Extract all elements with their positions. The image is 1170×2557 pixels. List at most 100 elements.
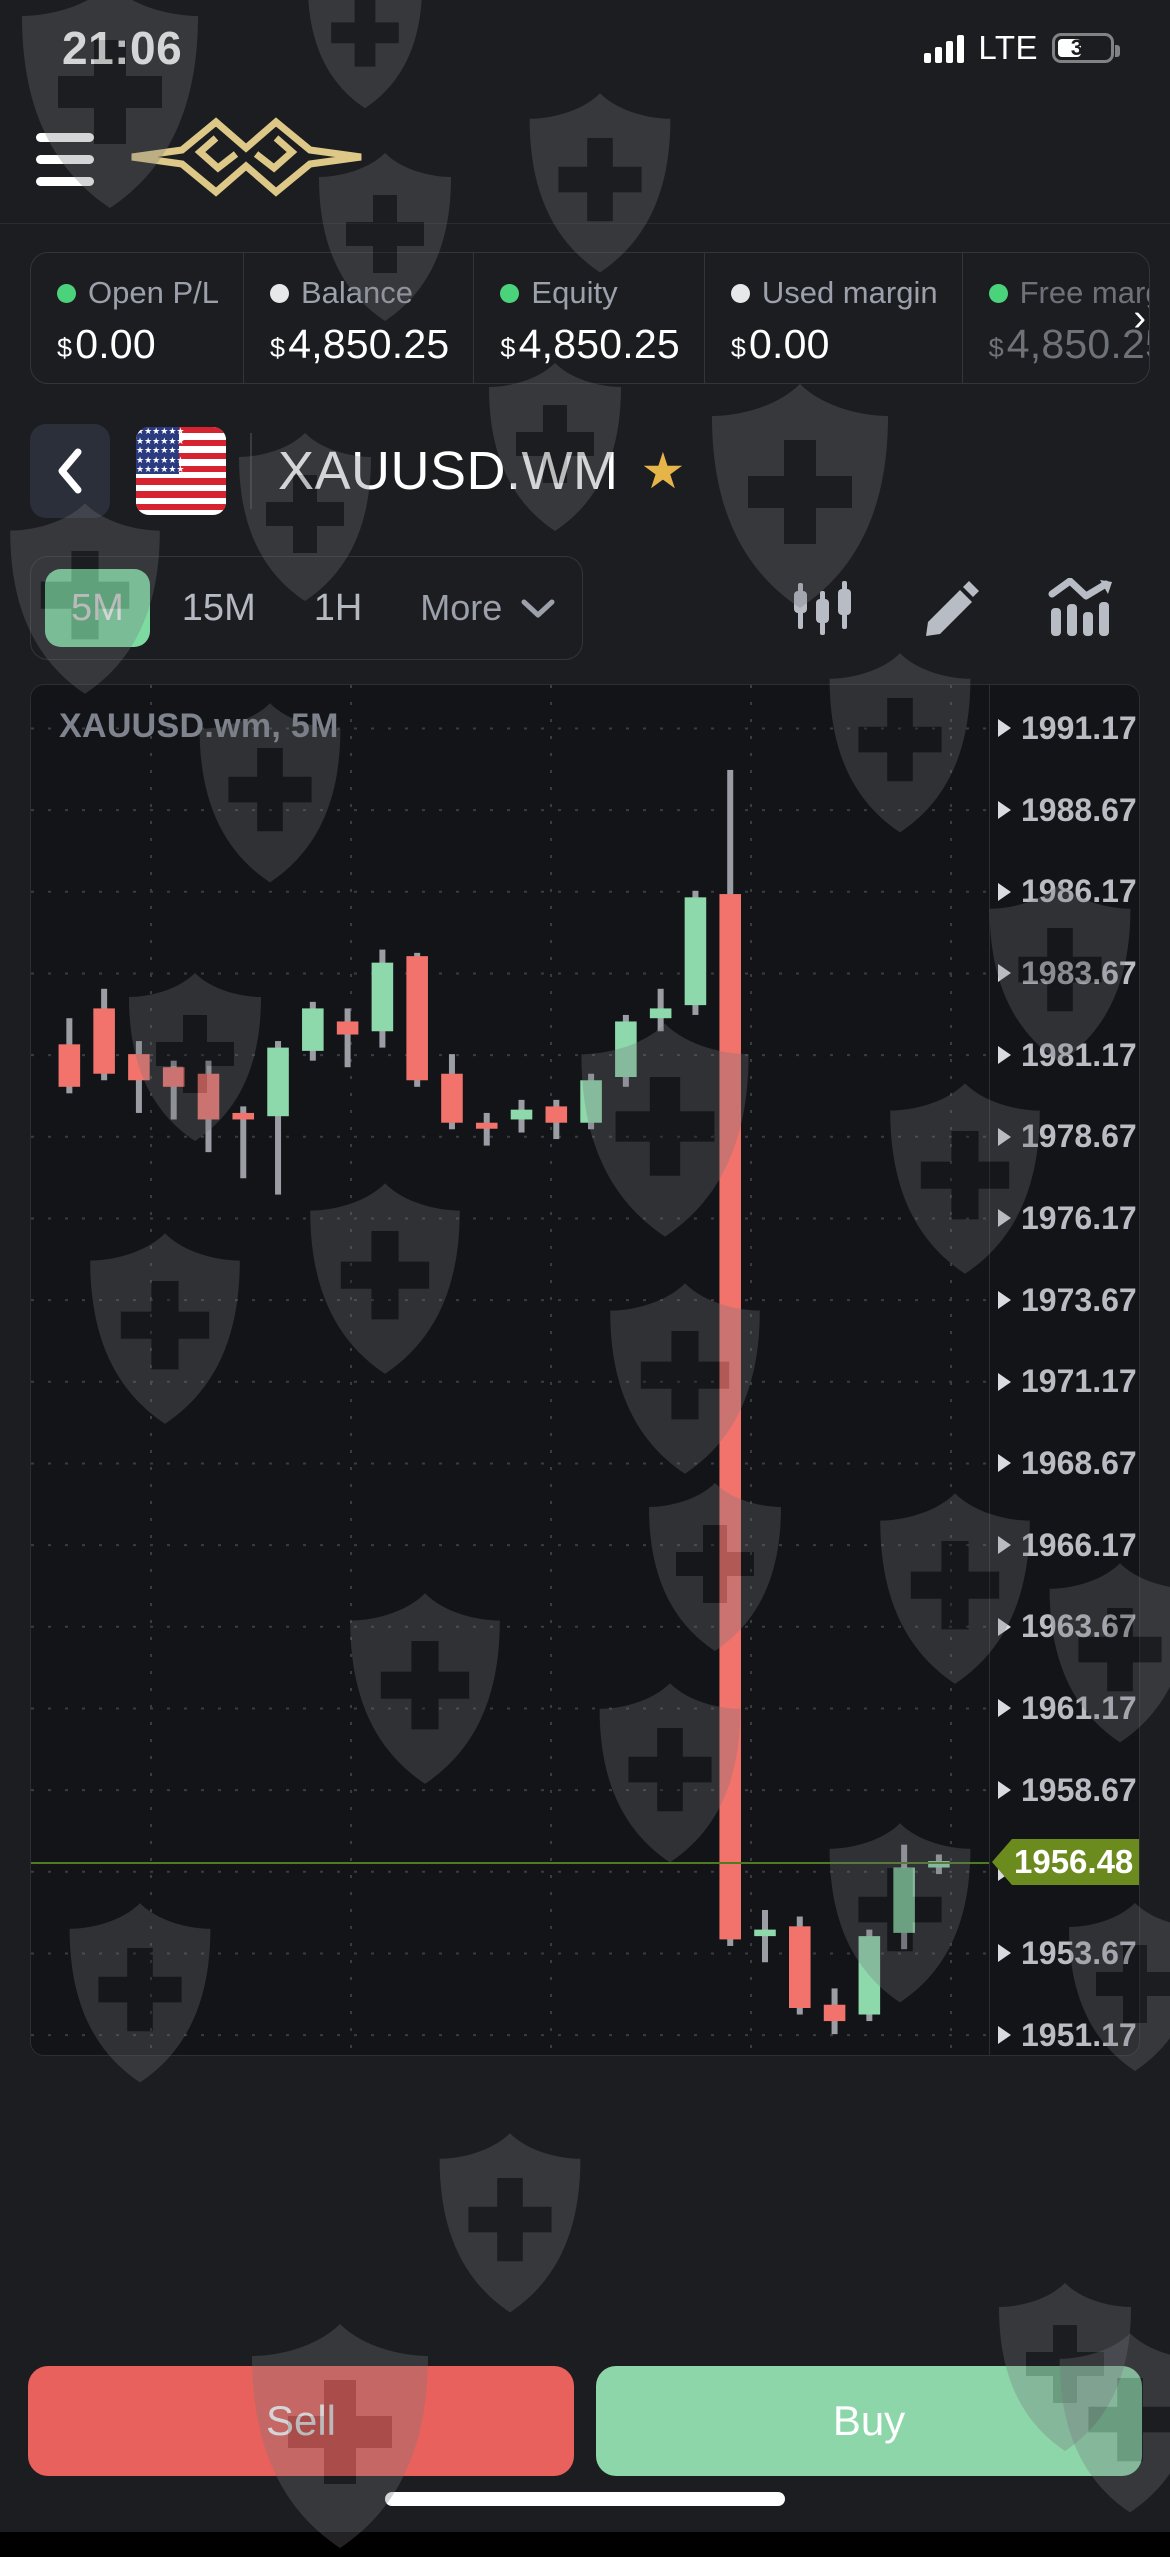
chart-plot-area[interactable] xyxy=(31,685,989,2055)
network-type-label: LTE xyxy=(978,29,1038,66)
chart-title: XAUUSD.wm, 5M xyxy=(59,707,339,745)
triangle-right-icon xyxy=(998,1372,1011,1391)
price-tick-label: 1976.17 xyxy=(1021,1199,1137,1236)
price-axis[interactable]: 1991.17 1988.67 1986.17 1983.67 1981.17 1978.… xyxy=(989,685,1139,2055)
price-tick-label: 1963.67 xyxy=(1021,1608,1137,1645)
triangle-right-icon xyxy=(998,1127,1011,1146)
account-summary-strip[interactable]: Open P/L $0.00 Balance $4,850.25 Equity $4,85… xyxy=(30,252,1150,384)
timeframe-5m[interactable]: 5M xyxy=(45,569,150,647)
triangle-right-icon xyxy=(998,1536,1011,1555)
timeframe-15m[interactable]: 15M xyxy=(181,587,256,629)
account-cell-number: 0.00 xyxy=(75,321,156,367)
price-tick-label: 1973.67 xyxy=(1021,1281,1137,1318)
account-cell-label: Balance xyxy=(300,275,414,310)
account-cell-label: Free margin xyxy=(1019,275,1149,310)
price-tick-label: 1971.17 xyxy=(1021,1363,1137,1400)
current-price-line xyxy=(31,1861,989,1864)
status-dot xyxy=(500,283,520,303)
account-cell-label: Open P/L xyxy=(88,275,219,310)
account-cell-free-margin[interactable]: Free margin $4,850.25 xyxy=(963,253,1149,383)
chevron-left-icon xyxy=(58,448,82,494)
status-bar: 21:06 LTE 31 xyxy=(0,0,1170,96)
battery-icon: 31 xyxy=(1052,33,1120,63)
candlestick-series xyxy=(31,685,989,2055)
account-cell-equity[interactable]: Equity $4,850.25 xyxy=(474,253,705,383)
account-cell-value: $0.00 xyxy=(57,321,156,367)
price-tick-label: 1991.17 xyxy=(1021,709,1137,746)
triangle-right-icon xyxy=(998,1291,1011,1310)
status-dot xyxy=(730,283,750,303)
triangle-right-icon xyxy=(998,1944,1011,1963)
symbol-header: ★ ★ ★ ★ ★ ★ ★ ★ ★ ★ ★ ★ ★ ★ ★ ★ ★ ★ ★ ★ ★ ★ ★ ★ ★ ★ ★ ★ ★ ★ XAUUSD.WM… xyxy=(30,420,1140,522)
price-tick-label: 1966.17 xyxy=(1021,1526,1137,1563)
sell-button[interactable]: Sell xyxy=(28,2366,574,2476)
triangle-right-icon xyxy=(998,882,1011,901)
triangle-right-icon xyxy=(998,1454,1011,1473)
price-tick-label: 1978.67 xyxy=(1021,1118,1137,1155)
candlestick-chart-type-icon[interactable] xyxy=(792,577,856,639)
account-cell-value: $4,850.25 xyxy=(500,321,680,367)
app-header xyxy=(0,96,1170,224)
chevron-right-icon[interactable]: › xyxy=(1133,297,1146,339)
back-button[interactable] xyxy=(30,424,110,518)
status-dot xyxy=(57,283,76,303)
page-title: XAUUSD.WM xyxy=(278,441,619,501)
account-cell-label: Equity xyxy=(531,275,618,310)
shield-watermark-icon xyxy=(430,2130,590,2321)
account-cell-number: 4,850.25 xyxy=(288,321,450,367)
indicators-chart-icon[interactable] xyxy=(1048,578,1114,638)
account-cell-value: $0.00 xyxy=(730,321,830,367)
timeframe-toolbar: 5M 15M 1H More xyxy=(30,556,1140,660)
triangle-right-icon xyxy=(998,2026,1011,2045)
triangle-right-icon xyxy=(998,801,1011,820)
price-tick-label: 1981.17 xyxy=(1021,1036,1137,1073)
triangle-right-icon xyxy=(998,1617,1011,1636)
price-chart[interactable]: XAUUSD.wm, 5M 1991.17 1988.67 1986.17 1983.… xyxy=(30,684,1140,2056)
status-dot xyxy=(988,283,1008,303)
current-price-label: 1956.48 xyxy=(1014,1842,1134,1880)
star-icon[interactable]: ★ xyxy=(640,443,686,499)
triangle-right-icon xyxy=(998,1046,1011,1065)
chevron-down-icon xyxy=(521,599,555,618)
price-tick-label: 1988.67 xyxy=(1021,791,1137,828)
current-price-badge: 1956.48 xyxy=(992,1838,1139,1885)
battery-percent-label: 31 xyxy=(1070,35,1096,60)
triangle-right-icon xyxy=(998,1781,1011,1800)
account-cell-label: Used margin xyxy=(761,275,938,310)
trade-action-bar: Sell Buy xyxy=(0,2332,1170,2532)
chart-tools xyxy=(792,577,1140,639)
account-cell-used-margin[interactable]: Used margin $0.00 xyxy=(705,253,963,383)
price-tick-label: 1986.17 xyxy=(1021,873,1137,910)
home-indicator xyxy=(385,2492,785,2506)
price-tick-label: 1951.17 xyxy=(1021,2016,1137,2053)
account-cell-number: 4,850.25 xyxy=(518,321,680,367)
timeframe-1h[interactable]: 1H xyxy=(313,587,363,629)
timeframe-more-button[interactable]: More xyxy=(394,587,556,629)
triangle-right-icon xyxy=(998,719,1011,738)
account-cell-open-p-l[interactable]: Open P/L $0.00 xyxy=(31,253,244,383)
triangle-right-icon xyxy=(998,1209,1011,1228)
triangle-right-icon xyxy=(998,964,1011,983)
price-tick-label: 1958.67 xyxy=(1021,1771,1137,1808)
price-tick-label: 1968.67 xyxy=(1021,1444,1137,1481)
account-cell-number: 0.00 xyxy=(749,321,830,367)
timeframe-more-label: More xyxy=(420,587,503,628)
status-time: 21:06 xyxy=(62,22,183,74)
status-indicators: LTE 31 xyxy=(924,29,1120,67)
pencil-draw-icon[interactable] xyxy=(922,578,982,638)
account-cell-value: $4,850.25 xyxy=(269,321,450,367)
divider xyxy=(250,433,252,509)
hamburger-menu-icon[interactable] xyxy=(28,128,102,192)
price-tick-label: 1983.67 xyxy=(1021,954,1137,991)
triangle-right-icon xyxy=(998,1699,1011,1718)
price-tick-label: 1953.67 xyxy=(1021,1934,1137,1971)
us-flag-icon: ★ ★ ★ ★ ★ ★ ★ ★ ★ ★ ★ ★ ★ ★ ★ ★ ★ ★ ★ ★ ★ ★ ★ ★ ★ ★ ★ ★ ★ ★ xyxy=(136,427,226,515)
status-dot xyxy=(269,283,289,303)
account-cell-value: $4,850.25 xyxy=(989,321,1149,368)
price-tick-label: 1961.17 xyxy=(1021,1689,1137,1726)
account-cell-number: 4,850.25 xyxy=(1006,321,1149,367)
buy-button[interactable]: Buy xyxy=(596,2366,1142,2476)
account-cell-balance[interactable]: Balance $4,850.25 xyxy=(244,253,475,383)
brand-diamond-logo-icon xyxy=(124,114,369,205)
timeframe-group: 5M 15M 1H More xyxy=(30,556,584,660)
